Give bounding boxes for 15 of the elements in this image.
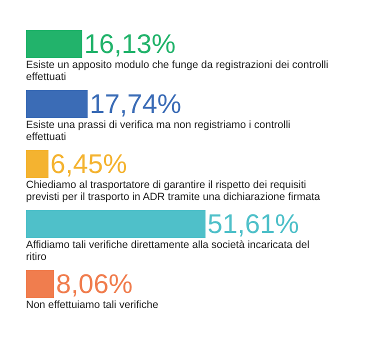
y-tick-label: Affidiamo tali verifiche direttamente alla società incaricata del ritiro — [26, 239, 310, 263]
y-tick-label: Esiste una prassi di verifica ma non registriamo i controlli effettuati — [26, 119, 290, 143]
bar — [26, 30, 82, 58]
bar — [26, 150, 48, 178]
data-label: 17,74% — [90, 89, 182, 119]
y-tick-label: Non effettuiamo tali verifiche — [26, 299, 158, 311]
data-label: 51,61% — [207, 209, 300, 239]
data-label: 8,06% — [56, 269, 133, 299]
bar — [26, 210, 206, 238]
y-tick-label: Chiediamo al trasportatore di garantire il rispetto dei requisiti previsti per il trasporto in ADR tramite una dichiarazione firmata — [26, 179, 320, 203]
bar — [26, 90, 88, 118]
data-label: 6,45% — [50, 149, 127, 179]
data-label: 16,13% — [84, 29, 176, 59]
y-tick-label: Esiste un apposito modulo che funge da registrazioni dei controlli effettuati — [26, 59, 328, 83]
bar — [26, 270, 54, 298]
